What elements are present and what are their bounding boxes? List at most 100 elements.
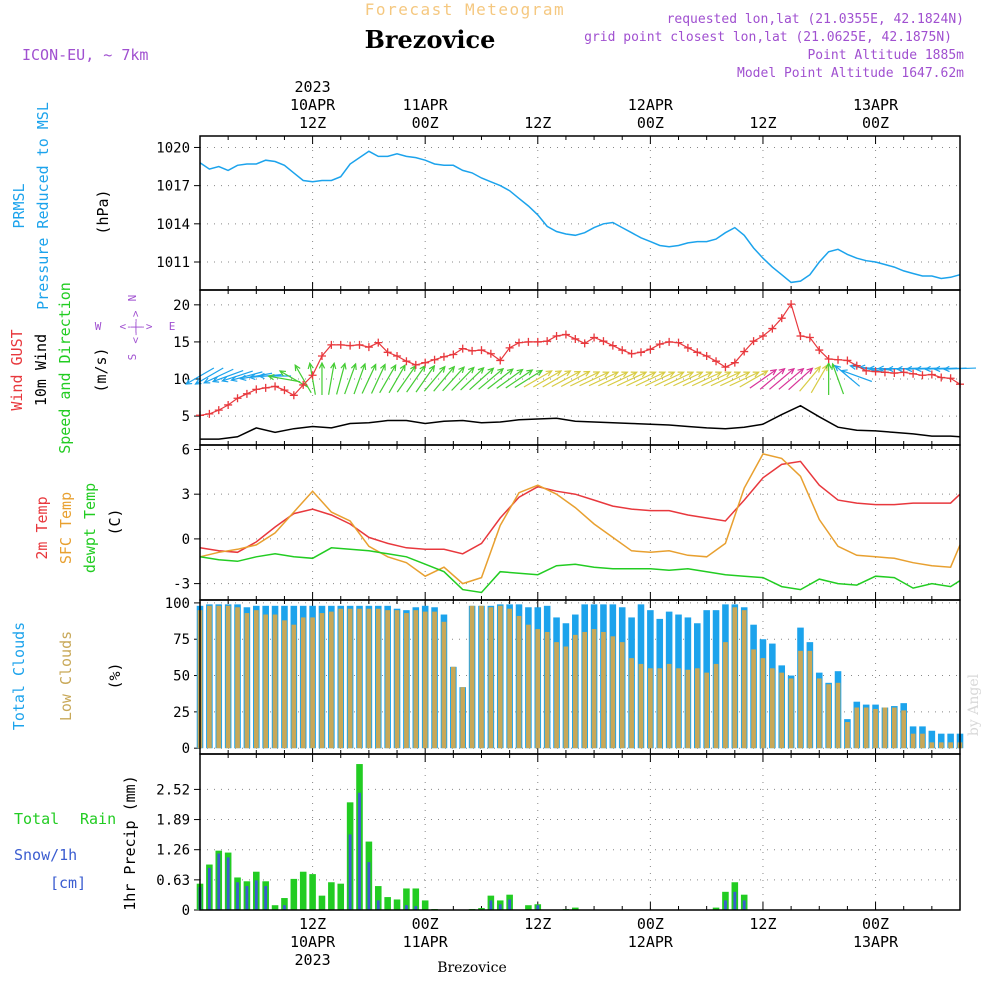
precip-ytick-label: 1.89 — [156, 813, 190, 829]
wind-arrow — [720, 371, 750, 387]
wind-arrow-head — [497, 367, 505, 375]
gust-marker — [205, 409, 214, 418]
top-time-label: 2023 — [295, 78, 331, 96]
wind-arrow — [344, 363, 357, 395]
gust-marker — [768, 324, 777, 333]
wind-arrow-head — [458, 366, 465, 374]
low-cloud-bar — [282, 620, 287, 749]
wind-arrow — [607, 371, 637, 387]
gust-marker — [740, 347, 749, 356]
wind-arrow-head — [621, 371, 629, 378]
wind-arrow-head — [668, 371, 676, 378]
low-cloud-bar — [357, 608, 362, 749]
wind-arrow-head — [611, 371, 620, 378]
gust-marker — [468, 346, 477, 355]
low-cloud-bar — [272, 614, 278, 749]
temp-panel: -3 0 3 6 — [173, 442, 961, 600]
low-cloud-bar — [601, 631, 606, 749]
low-cloud-bar — [854, 707, 860, 749]
low-cloud-bar — [938, 742, 944, 749]
bottom-time-label: 00Z — [862, 915, 889, 933]
wind-arrow — [579, 371, 609, 387]
wind-arrow-head — [506, 368, 514, 375]
wind-arrow-head — [564, 370, 572, 377]
wind-arrow — [222, 370, 253, 382]
wind-arrow-head — [380, 363, 386, 371]
wind-arrow-head — [545, 370, 553, 377]
low-cloud-bar — [723, 642, 728, 749]
wind-arrow-head — [834, 364, 842, 372]
wind-arrow — [570, 371, 600, 387]
wind-labels: Wind GUST 10m Wind Speed and Direction (… — [8, 282, 175, 454]
gust-marker — [721, 363, 730, 372]
pressure-line — [199, 150, 961, 284]
gust-marker — [702, 352, 711, 361]
snow-bar — [254, 880, 258, 910]
wind-arrow-head — [230, 375, 238, 382]
wind-arrow-head — [221, 376, 229, 383]
wind-arrow-head — [840, 369, 848, 376]
gust-marker — [758, 331, 767, 340]
gust-marker — [796, 331, 805, 340]
snow-bar — [245, 886, 249, 910]
low-cloud-bar — [929, 742, 935, 749]
wind-arrow-head — [467, 366, 475, 374]
wind-arrow-head — [752, 371, 760, 378]
temp-ytick-label: -3 — [173, 577, 190, 593]
wind-arrow — [729, 371, 759, 387]
wind-arrow-head — [439, 365, 446, 373]
low-cloud-bar — [413, 610, 419, 749]
low-cloud-bar — [291, 624, 297, 749]
wind-arrow — [769, 368, 795, 390]
wind-arrow — [268, 375, 301, 383]
snow-bar — [236, 882, 239, 910]
wind-unit: (m/s) — [92, 347, 110, 392]
wind-arrow-head — [239, 374, 247, 382]
wind-arrow-head — [743, 371, 751, 378]
gust-marker — [327, 340, 336, 349]
snow-bar — [536, 905, 540, 910]
wind-arrow — [654, 371, 684, 387]
low-cloud-bar — [835, 682, 841, 749]
compass-ns: <-|-> — [129, 310, 142, 343]
low-cloud-bar — [394, 610, 400, 749]
low-cloud-bar — [629, 658, 634, 749]
rain-label: Rain — [80, 810, 116, 828]
rain-bar — [271, 905, 279, 910]
low-cloud-bar — [732, 607, 738, 749]
wind-arrow-head — [942, 365, 950, 373]
wind-arrow-head — [886, 365, 894, 373]
top-time-label: 12APR — [628, 96, 674, 114]
rain-bar — [290, 878, 298, 910]
wind-ytick-label: 5 — [182, 409, 190, 425]
low-cloud-bar — [460, 687, 466, 749]
low-cloud-bar — [760, 658, 766, 749]
wind-arrow-head — [761, 370, 769, 377]
wind-arrow-head — [677, 371, 685, 378]
wind-ytick-label: 15 — [173, 335, 190, 351]
wind-arrow — [616, 371, 647, 387]
gust-marker — [618, 346, 627, 355]
temp-ytick-label: 3 — [182, 487, 190, 503]
wind-arrow — [682, 371, 713, 387]
model-point-altitude: Model Point Altitude 1647.62m — [737, 66, 964, 81]
wind-arrow-head — [788, 367, 796, 375]
wind-arrow — [379, 364, 397, 394]
compass-ew: <-|-> — [119, 320, 152, 333]
bottom-time-label: 2023 — [295, 951, 331, 969]
gust-marker — [505, 343, 514, 352]
bottom-time-label: 11APR — [403, 933, 449, 951]
gust-marker — [937, 373, 946, 382]
wind-ytick-label: 20 — [173, 298, 190, 314]
gust-marker — [862, 366, 871, 375]
low-cloud-bar — [207, 605, 212, 749]
low-cloud-label: Low Clouds — [57, 631, 75, 721]
wind-arrow-head — [797, 367, 805, 375]
low-cloud-bar — [366, 608, 372, 749]
snow-bar — [283, 905, 286, 910]
wind-arrow — [834, 365, 861, 387]
bottom-time-label: 12Z — [299, 915, 326, 933]
wind-label: 10m Wind — [32, 334, 50, 406]
wind-arrow-head — [487, 367, 495, 375]
